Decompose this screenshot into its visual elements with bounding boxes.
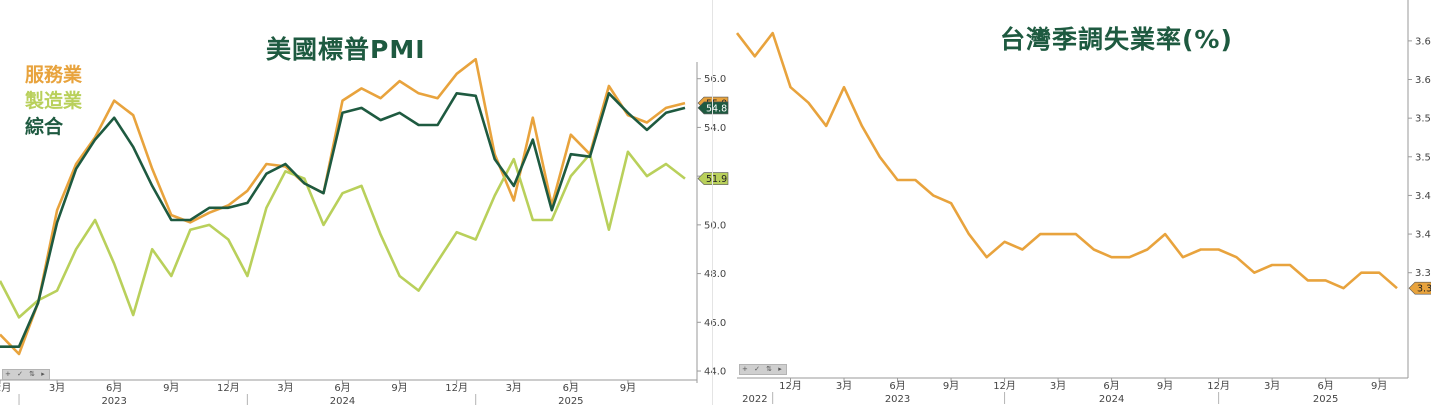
y-tick-label: 3.45	[1415, 191, 1431, 202]
x-year-label: 2022	[742, 394, 767, 405]
unemployment-line-chart: 3.35 3.40 3.45 3.50 3.55 3.60 3.65 12月 3月 6月 9月 12月…	[735, 0, 1431, 405]
chart-zoom-toolbar-right[interactable]: + ✓ ⇅ ▸	[739, 364, 787, 375]
unemployment-chart-title: 台灣季調失業率(%)	[1000, 25, 1233, 54]
series-line-0	[735, 31, 1398, 290]
y-tick-label: 46.0	[704, 318, 726, 329]
x-tick-label: 9月	[163, 382, 179, 394]
legend-manufacturing: 製造業	[25, 90, 83, 112]
x-tick-label: 3月	[277, 382, 293, 394]
x-year-label: 2024	[1099, 394, 1124, 405]
y-tick-label: 50.0	[704, 220, 726, 231]
x-tick-label: 6月	[1317, 380, 1333, 392]
y-tick-label: 3.55	[1415, 114, 1431, 125]
y-tick-label: 54.0	[704, 123, 726, 134]
legend-composite: 綜合	[25, 116, 64, 138]
x-tick-label: 6月	[563, 382, 579, 394]
end-value-label-1: 54.8	[706, 103, 727, 114]
y-tick-label: 3.60	[1415, 75, 1431, 86]
end-value-flag-2	[697, 172, 729, 185]
x-tick-label: 9月	[943, 380, 959, 392]
y-tick-label: 3.50	[1415, 152, 1431, 163]
x-tick-label: 6月	[1103, 380, 1119, 392]
y-tick-label: 3.65	[1415, 36, 1431, 47]
x-year-label: 2023	[885, 394, 910, 405]
x-tick-label: 12月	[445, 382, 468, 394]
x-tick-label: 12月	[993, 380, 1016, 392]
x-tick-label: 9月	[1371, 380, 1387, 392]
y-tick-label: 44.0	[704, 367, 726, 378]
end-value-flag-1	[697, 101, 729, 115]
y-tick-label: 56.0	[704, 74, 726, 85]
x-tick-label: 3月	[506, 382, 522, 394]
series-line-2	[0, 92, 686, 349]
end-value-label-2: 51.9	[706, 174, 727, 185]
series-line-0	[0, 57, 686, 356]
x-tick-label: 3月	[1050, 380, 1066, 392]
chart-zoom-toolbar[interactable]: + ✓ ⇅ ▸	[2, 369, 50, 380]
y-tick-label: 48.0	[704, 269, 726, 280]
x-year-label: 2025	[1313, 394, 1338, 405]
x-tick-label: 12月	[217, 382, 240, 394]
unemployment-chart-panel: 台灣季調失業率(%) 3.35 3.40 3.45 3.50 3.55 3.60 3.65 1…	[712, 0, 1431, 405]
end-value-label-0: 3.33	[1417, 284, 1431, 295]
x-tick-label: 12月	[0, 382, 11, 394]
x-tick-label: 12月	[1207, 380, 1230, 392]
y-tick-label: 3.35	[1415, 268, 1431, 279]
x-year-label: 2023	[101, 396, 126, 405]
x-tick-label: 6月	[334, 382, 350, 394]
end-value-flag-0	[1408, 281, 1431, 295]
x-tick-label: 6月	[889, 380, 905, 392]
x-tick-label: 12月	[779, 380, 802, 392]
x-tick-label: 9月	[620, 382, 636, 394]
x-tick-label: 9月	[391, 382, 407, 394]
pmi-line-chart: 44.046.048.050.052.054.056.012月3月6月9月12月…	[0, 57, 729, 405]
pmi-legend: 服務業 製造業 綜合	[25, 62, 82, 140]
x-tick-label: 3月	[49, 382, 65, 394]
x-tick-label: 9月	[1157, 380, 1173, 392]
legend-services: 服務業	[25, 64, 83, 86]
x-tick-label: 6月	[106, 382, 122, 394]
x-year-label: 2025	[558, 396, 583, 405]
x-year-label: 2024	[330, 396, 355, 405]
pmi-chart-panel: 美國標普PMI 服務業 製造業 綜合 44.046.048.050.052.05…	[0, 0, 729, 405]
pmi-chart-title: 美國標普PMI	[266, 35, 426, 64]
y-tick-label: 3.40	[1415, 230, 1431, 241]
x-tick-label: 3月	[1264, 380, 1280, 392]
panel-divider	[712, 0, 713, 405]
series-line-1	[0, 150, 686, 319]
x-tick-label: 3月	[836, 380, 852, 392]
